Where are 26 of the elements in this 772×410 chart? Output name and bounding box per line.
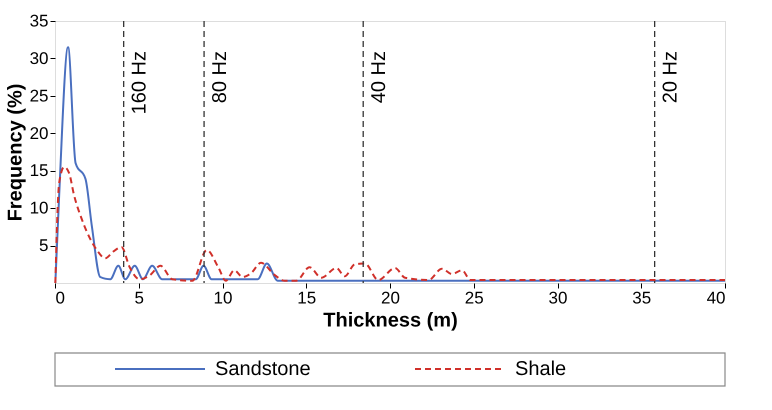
y-tick-label: 15 <box>30 161 48 180</box>
legend-label: Shale <box>515 358 566 380</box>
x-tick-label: 40 <box>706 288 726 308</box>
line-series <box>54 166 726 284</box>
x-axis-title: Thickness (m) <box>323 310 458 332</box>
x-tick-label: 25 <box>464 288 484 308</box>
x-tick-label: 10 <box>214 288 232 308</box>
y-tick-label: 10 <box>30 198 48 218</box>
line-series <box>54 46 726 284</box>
x-tick-label: 30 <box>548 288 568 308</box>
y-axis-title: Frequency (%) <box>4 84 27 222</box>
x-tick-label: 15 <box>297 288 316 308</box>
y-tick-label: 35 <box>30 12 48 30</box>
ref-line-label: 20 Hz <box>660 51 682 104</box>
legend-label: Sandstone <box>215 358 311 380</box>
x-tick-label: 35 <box>632 288 652 308</box>
y-tick-label: 30 <box>30 48 48 68</box>
ref-line-label: 160 Hz <box>128 51 151 114</box>
y-tick-label: 20 <box>30 124 48 143</box>
y-tick-label: 5 <box>39 236 48 256</box>
ref-line-label: 80 Hz <box>209 51 232 104</box>
ref-line-label: 40 Hz <box>368 51 390 104</box>
y-tick-label: 25 <box>30 86 48 106</box>
x-tick-label: 20 <box>381 288 400 308</box>
x-tick-label: 5 <box>134 288 144 308</box>
x-tick-label: 0 <box>56 288 65 308</box>
